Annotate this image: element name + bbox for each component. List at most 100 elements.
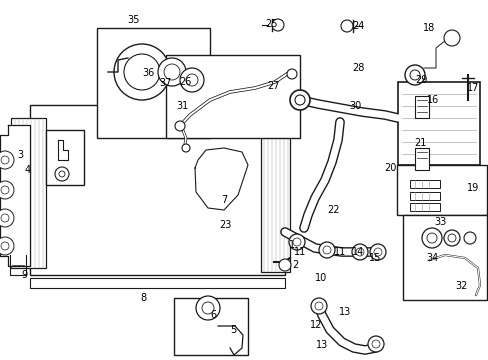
Circle shape — [426, 233, 436, 243]
Circle shape — [318, 242, 334, 258]
Circle shape — [202, 302, 214, 314]
Text: 31: 31 — [176, 101, 188, 111]
Circle shape — [271, 19, 284, 31]
Bar — [397, 82, 479, 165]
Text: 20: 20 — [383, 163, 395, 173]
Text: 11: 11 — [293, 247, 305, 257]
Text: 28: 28 — [351, 63, 364, 73]
Polygon shape — [58, 140, 68, 160]
Text: 34: 34 — [425, 253, 437, 263]
Text: 1: 1 — [288, 240, 294, 250]
Circle shape — [124, 54, 160, 90]
Circle shape — [314, 302, 323, 310]
Bar — [165, 55, 299, 138]
Circle shape — [279, 259, 290, 271]
Circle shape — [421, 228, 441, 248]
Text: 16: 16 — [426, 95, 438, 105]
Circle shape — [463, 232, 475, 244]
Circle shape — [443, 30, 459, 46]
Circle shape — [59, 171, 65, 177]
Circle shape — [340, 20, 352, 32]
Bar — [30, 105, 285, 275]
Circle shape — [310, 298, 326, 314]
Text: 5: 5 — [229, 325, 236, 335]
Text: 21: 21 — [413, 138, 426, 148]
Circle shape — [182, 144, 190, 152]
Circle shape — [0, 181, 14, 199]
Text: 32: 32 — [455, 281, 467, 291]
Bar — [174, 298, 247, 355]
Bar — [414, 96, 428, 118]
Circle shape — [294, 95, 305, 105]
Bar — [402, 215, 486, 300]
Circle shape — [0, 151, 14, 169]
Bar — [46, 130, 84, 185]
Text: 35: 35 — [126, 15, 139, 25]
Circle shape — [286, 69, 296, 79]
Circle shape — [0, 237, 14, 255]
Bar — [414, 148, 428, 170]
Circle shape — [373, 248, 381, 256]
Circle shape — [1, 242, 9, 250]
Circle shape — [1, 214, 9, 222]
Bar — [11, 118, 46, 268]
Text: 17: 17 — [466, 83, 478, 93]
Text: 30: 30 — [348, 101, 360, 111]
Text: 15: 15 — [368, 253, 381, 263]
Circle shape — [371, 340, 379, 348]
Polygon shape — [195, 148, 247, 210]
Bar — [261, 108, 289, 272]
Circle shape — [1, 156, 9, 164]
Circle shape — [292, 238, 301, 246]
Circle shape — [158, 58, 185, 86]
Bar — [409, 203, 439, 211]
Text: 25: 25 — [265, 19, 278, 29]
Bar — [396, 165, 486, 215]
Text: 7: 7 — [221, 195, 226, 205]
Text: 10: 10 — [314, 273, 326, 283]
Circle shape — [0, 209, 14, 227]
Circle shape — [355, 248, 363, 256]
Circle shape — [367, 336, 383, 352]
Text: 9: 9 — [21, 270, 27, 280]
Circle shape — [369, 244, 385, 260]
Text: 29: 29 — [414, 75, 427, 85]
Circle shape — [114, 44, 170, 100]
Text: 13: 13 — [338, 307, 350, 317]
Text: 12: 12 — [309, 320, 322, 330]
Text: 13: 13 — [315, 340, 327, 350]
Circle shape — [323, 246, 330, 254]
Bar — [97, 28, 209, 138]
Text: 6: 6 — [209, 310, 216, 320]
Circle shape — [55, 167, 69, 181]
Polygon shape — [0, 125, 30, 266]
Text: 27: 27 — [267, 81, 280, 91]
Text: 4: 4 — [25, 165, 31, 175]
Text: 22: 22 — [327, 205, 340, 215]
Text: 36: 36 — [142, 68, 154, 78]
Text: 23: 23 — [218, 220, 231, 230]
Text: 24: 24 — [351, 21, 364, 31]
Text: 37: 37 — [159, 78, 171, 88]
Circle shape — [288, 234, 305, 250]
Circle shape — [289, 90, 309, 110]
Circle shape — [1, 186, 9, 194]
Text: 19: 19 — [466, 183, 478, 193]
Circle shape — [447, 234, 455, 242]
Bar — [409, 180, 439, 188]
Circle shape — [409, 70, 419, 80]
Circle shape — [180, 68, 203, 92]
Text: 2: 2 — [291, 260, 298, 270]
Circle shape — [351, 244, 367, 260]
Circle shape — [185, 74, 198, 86]
Text: 33: 33 — [433, 217, 445, 227]
Bar — [30, 278, 285, 288]
Text: 18: 18 — [422, 23, 434, 33]
Circle shape — [404, 65, 424, 85]
Circle shape — [196, 296, 220, 320]
Circle shape — [175, 121, 184, 131]
Text: 11: 11 — [333, 247, 346, 257]
Text: 26: 26 — [179, 77, 191, 87]
Circle shape — [443, 230, 459, 246]
Text: 8: 8 — [140, 293, 146, 303]
